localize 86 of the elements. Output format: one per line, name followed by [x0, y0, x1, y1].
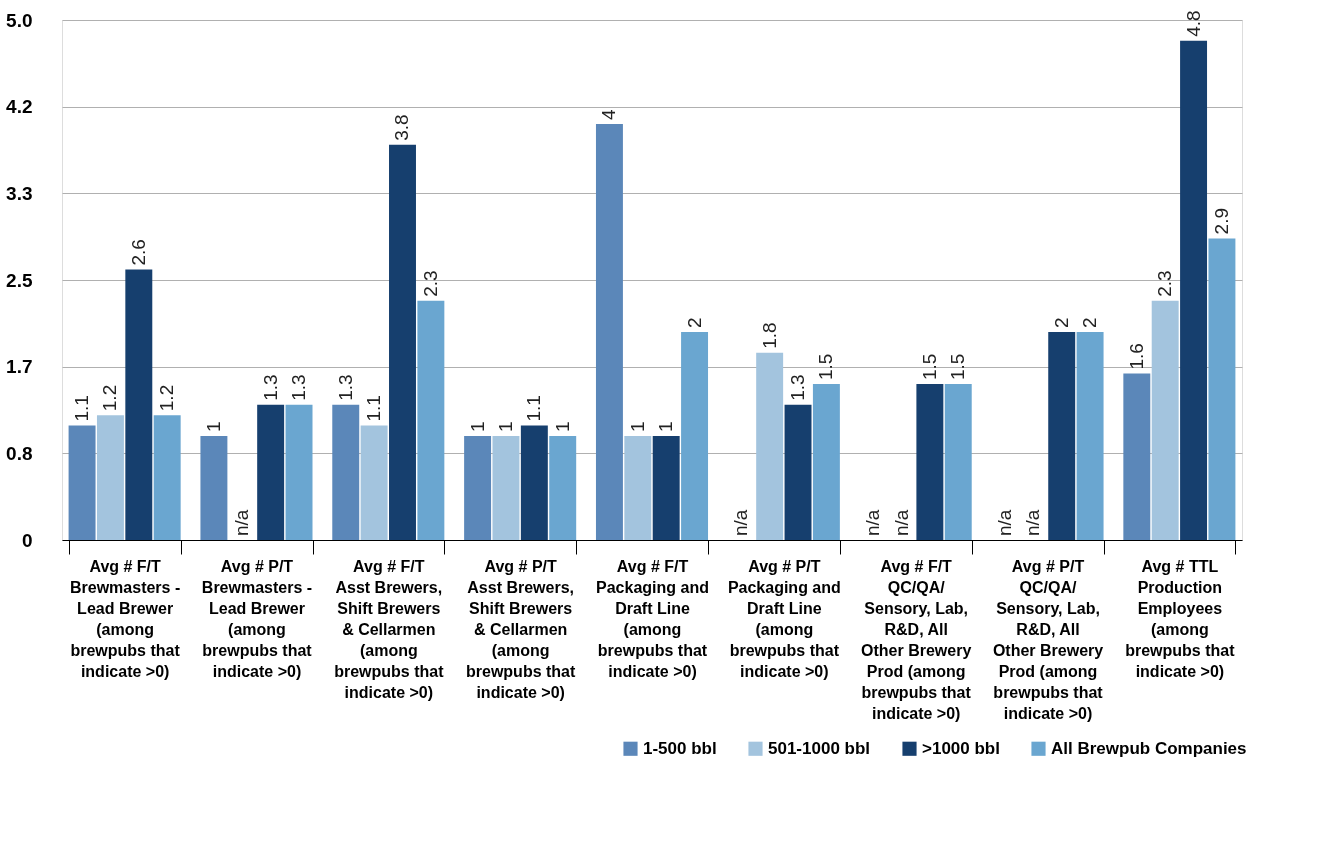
y-tick-label: 5.0: [6, 9, 33, 31]
data-label: 2.6: [127, 239, 149, 266]
x-tick-label: Avg # F/T QC/QA/ Sensory, Lab, R&D, All Other Brewery Prod (among brewpubs that indicate >0): [861, 557, 972, 722]
bar: [681, 332, 709, 540]
legend-label: 501-1000 bbl: [768, 738, 871, 758]
data-label: 1.8: [758, 322, 780, 349]
bar: [1180, 40, 1208, 540]
text: n/a: [231, 509, 253, 536]
bar: [595, 124, 623, 540]
x-tick-label: Avg # F/T Asst Brewers, Shift Brewers & Cellarmen (among brewpubs that indicate >0): [334, 557, 445, 701]
data-label: 4: [598, 109, 620, 120]
legend-label: >1000 bbl: [922, 738, 1000, 758]
bar: [756, 352, 784, 540]
text: n/a: [890, 509, 912, 536]
data-label: 1.3: [334, 374, 356, 401]
bar: [1048, 332, 1076, 540]
bar: [389, 144, 416, 540]
data-label: 2.9: [1210, 207, 1232, 235]
data-label: 1.1: [523, 395, 545, 422]
data-label: 1: [655, 421, 677, 432]
data-label: 1.5: [947, 353, 969, 380]
bar: [1076, 332, 1104, 540]
bar: [96, 415, 124, 540]
bar: [492, 436, 520, 540]
data-label: 1: [494, 421, 516, 432]
bar: [1208, 238, 1236, 540]
bar: [549, 436, 577, 540]
bar: [1151, 300, 1179, 540]
y-tick-label: 4.2: [6, 96, 33, 118]
bar: [68, 425, 96, 540]
data-label: 1.1: [71, 395, 93, 422]
text: n/a: [730, 509, 752, 536]
data-label: 1: [551, 421, 573, 432]
x-tick-label: Avg # P/T Packaging and Draft Line (among brewpubs that indicate >0): [727, 557, 841, 680]
bar: [285, 404, 313, 540]
data-label: 2: [683, 317, 705, 328]
y-tick-label: 0: [21, 529, 33, 551]
bar: [916, 384, 944, 540]
text: n/a: [862, 509, 884, 536]
data-label: 1.5: [815, 353, 837, 380]
data-label: 2.3: [1154, 270, 1176, 297]
data-label: 1: [626, 421, 648, 432]
data-label: 1.3: [288, 374, 310, 401]
bar: [944, 384, 972, 540]
bar: [520, 425, 548, 540]
x-tick-label: Avg # P/T Asst Brewers, Shift Brewers & Cellarmen (among brewpubs that indicate >0): [465, 557, 576, 701]
bar: [464, 436, 492, 540]
text: n/a: [1022, 509, 1044, 536]
bar: [784, 404, 812, 540]
bar: [200, 436, 228, 540]
x-tick-label: Avg # P/T Brewmasters - Lead Brewer (among brewpubs that indicate >0): [201, 557, 313, 680]
x-tick-label: Avg # F/T Brewmasters - Lead Brewer (among brewpubs that indicate >0): [69, 557, 181, 680]
bar: [360, 425, 388, 540]
text: n/a: [993, 509, 1015, 536]
data-label: 4.8: [1182, 10, 1204, 37]
legend-label: All Brewpub Companies: [1051, 738, 1247, 758]
data-label: 2: [1079, 317, 1101, 328]
bar: [1123, 373, 1151, 540]
data-label: 1.2: [99, 384, 121, 412]
bar: [257, 404, 285, 540]
data-label: 3.8: [391, 114, 413, 141]
data-label: 1.3: [787, 374, 809, 401]
bar: [153, 415, 181, 540]
data-label: 2: [1050, 317, 1072, 328]
x-tick-label: Avg # P/T QC/QA/ Sensory, Lab, R&D, All Other Brewery Prod (among brewpubs that indicate >0): [992, 557, 1104, 722]
bar: [624, 436, 652, 540]
legend-label: 1-500 bbl: [643, 738, 717, 758]
data-label: 1: [466, 421, 488, 432]
data-label: 1.5: [918, 353, 940, 380]
data-label: 1.3: [259, 374, 281, 401]
y-tick-label: 2.5: [6, 269, 33, 291]
bar: [652, 436, 680, 540]
data-label: 1.1: [363, 395, 385, 422]
y-tick-label: 3.3: [6, 182, 33, 204]
x-tick-label: Avg # TTL Production Employees (among brewpubs that indicate >0): [1125, 557, 1236, 680]
data-label: 1: [202, 421, 224, 432]
data-label: 1.2: [156, 384, 178, 412]
bar: [417, 300, 445, 540]
data-label: 2.3: [419, 270, 441, 297]
data-label: 1.6: [1125, 343, 1147, 370]
bar: [812, 384, 840, 540]
bar: [332, 404, 360, 540]
y-tick-label: 0.8: [6, 442, 33, 464]
x-tick-label: Avg # F/T Packaging and Draft Line (among brewpubs that indicate >0): [596, 557, 709, 680]
bar: [125, 269, 153, 540]
y-tick-label: 1.7: [6, 356, 33, 378]
